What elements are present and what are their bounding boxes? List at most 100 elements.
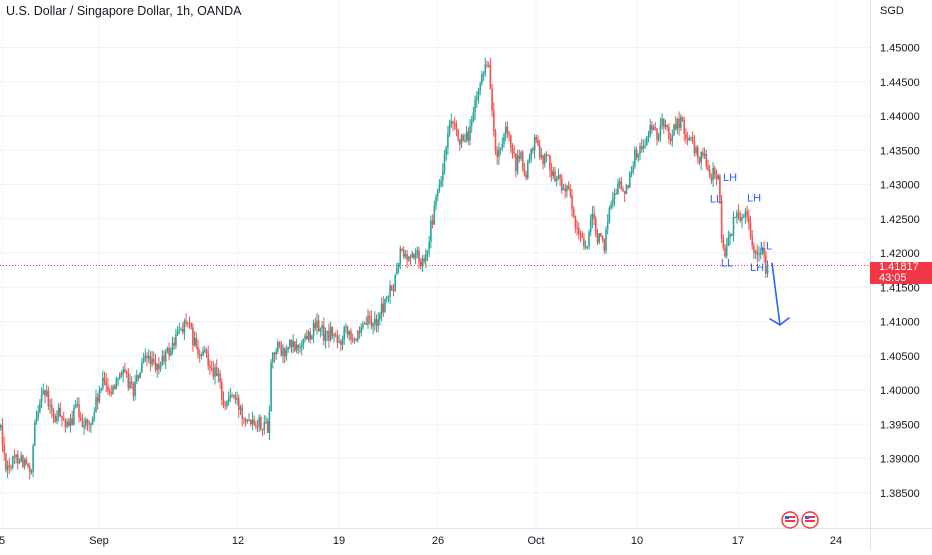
candle-body — [746, 211, 748, 217]
candle-body — [15, 454, 17, 458]
candle-body — [124, 369, 126, 372]
candle-body — [753, 245, 755, 253]
candle-body — [416, 250, 419, 255]
candle-body — [96, 397, 99, 402]
candle-body — [705, 154, 708, 166]
candle-body — [758, 254, 760, 256]
candle-body — [231, 395, 233, 397]
candle-body — [561, 178, 563, 191]
candle-body — [657, 135, 660, 140]
candle-body — [265, 421, 267, 423]
candle-body — [187, 322, 189, 324]
x-tick-label: 26 — [432, 535, 444, 547]
candle-body — [731, 234, 733, 236]
candle-body — [571, 195, 573, 209]
candle-body — [5, 453, 7, 471]
candle-body — [266, 421, 269, 434]
candle-body — [18, 461, 21, 464]
candle-body — [173, 342, 175, 346]
candle-body — [163, 355, 165, 362]
candle-body — [217, 373, 220, 376]
y-tick-label: 1.44500 — [880, 77, 920, 89]
candle-body — [586, 246, 589, 248]
candle-body — [533, 137, 536, 151]
candle-body — [751, 235, 753, 246]
candle-body — [681, 117, 684, 120]
candle-body — [210, 367, 213, 369]
candle-body — [100, 388, 102, 391]
x-tick-label: Sep — [89, 535, 109, 547]
candle-body — [521, 152, 524, 167]
candle-body — [207, 353, 209, 366]
candle-body — [115, 378, 118, 389]
candle-body — [640, 146, 643, 149]
annotation-label: LL — [710, 193, 722, 205]
candle-body — [76, 403, 79, 405]
candle-body — [686, 138, 689, 141]
candle-body — [673, 124, 675, 136]
candle-body — [431, 220, 434, 225]
candle-body — [666, 124, 668, 128]
candle-body — [688, 137, 691, 141]
candle-body — [37, 411, 39, 418]
candle-body — [646, 136, 648, 146]
candle-body — [51, 404, 53, 411]
candle-body — [447, 133, 449, 148]
candle-body — [569, 189, 572, 196]
candle-body — [515, 153, 517, 172]
candle-body — [57, 407, 60, 417]
candle-body — [511, 148, 514, 153]
candle-body — [486, 64, 488, 66]
candle-body — [430, 220, 432, 242]
candle-body — [443, 154, 446, 172]
candle-body — [336, 335, 339, 343]
candle-body — [224, 405, 226, 407]
candle-body — [605, 229, 607, 251]
candle-body — [719, 175, 721, 202]
candle-body — [613, 193, 616, 200]
candle-body — [612, 199, 614, 205]
candle-body — [425, 254, 427, 262]
candle-body — [664, 124, 667, 128]
candle-body — [748, 216, 750, 224]
candle-body — [724, 247, 726, 257]
candle-body — [120, 373, 123, 375]
candle-body — [261, 428, 264, 430]
y-axis-unit: SGD — [880, 5, 904, 17]
candle-body — [401, 248, 403, 250]
candle-body — [668, 127, 670, 139]
candle-body — [83, 425, 85, 428]
candle-body — [729, 234, 731, 237]
candle-body — [450, 121, 453, 125]
candle-body — [282, 348, 284, 356]
candle-body — [663, 118, 665, 128]
candle-body — [766, 265, 769, 274]
candle-body — [91, 417, 94, 425]
y-tick-label: 1.39500 — [880, 419, 920, 431]
bar-countdown: 43:05 — [879, 272, 907, 284]
candle-body — [489, 65, 492, 89]
candle-body — [464, 140, 466, 142]
candle-body — [637, 154, 640, 158]
candle-body — [525, 174, 527, 179]
candle-body — [348, 331, 351, 336]
candle-body — [396, 267, 398, 275]
candle-body — [591, 213, 594, 220]
candle-body — [737, 212, 740, 217]
candle-body — [436, 190, 439, 197]
candle-body — [340, 341, 342, 345]
candle-body — [442, 171, 444, 181]
candle-body — [554, 171, 556, 182]
candle-body — [328, 331, 330, 341]
candle-body — [632, 166, 634, 173]
candle-body — [285, 350, 288, 357]
candle-body — [671, 135, 674, 141]
candle-body — [307, 331, 310, 340]
candle-body — [125, 371, 128, 373]
candle-body — [394, 274, 396, 292]
candle-body — [74, 404, 77, 408]
candle-body — [634, 149, 636, 167]
candle-body — [222, 399, 225, 406]
